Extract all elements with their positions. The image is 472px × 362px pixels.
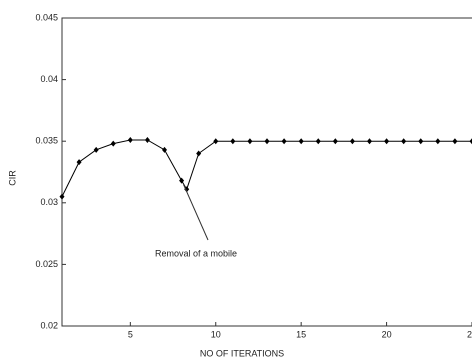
x-tick-label: 15 — [296, 329, 306, 339]
x-tick-label: 10 — [211, 329, 221, 339]
marker — [367, 138, 372, 145]
marker — [247, 138, 253, 145]
annotation-arrow — [183, 184, 209, 241]
marker — [281, 138, 287, 145]
marker — [264, 138, 270, 145]
annotation: Removal of a mobile — [155, 248, 237, 258]
marker — [435, 138, 441, 145]
y-axis-label: CIR — [7, 170, 17, 186]
marker — [59, 193, 65, 200]
marker — [127, 136, 133, 143]
marker — [452, 138, 458, 145]
marker — [230, 138, 236, 145]
marker — [110, 140, 116, 147]
marker — [162, 146, 167, 153]
x-tick-label: 20 — [382, 329, 392, 339]
y-tick-label: 0.04 — [40, 74, 58, 84]
marker — [401, 138, 407, 145]
line — [61, 139, 472, 197]
plot-frame — [61, 17, 472, 327]
marker — [179, 177, 185, 184]
marker — [298, 138, 304, 145]
x-tick-label: 5 — [128, 329, 133, 339]
y-tick-label: 0.02 — [40, 320, 58, 330]
y-tick-label: 0.025 — [35, 259, 58, 269]
y-tick-label: 0.03 — [40, 197, 58, 207]
marker — [418, 138, 424, 145]
marker — [349, 138, 355, 145]
marker — [384, 138, 390, 145]
marker — [196, 150, 202, 157]
y-tick-label: 0.045 — [35, 12, 58, 22]
marker — [76, 159, 82, 166]
marker — [332, 138, 338, 145]
marker — [469, 138, 472, 145]
marker — [93, 146, 99, 153]
marker — [144, 136, 150, 143]
marker — [315, 138, 321, 145]
x-axis-label: NO OF ITERATIONS — [200, 348, 284, 358]
marker — [213, 138, 219, 145]
y-tick-label: 0.035 — [35, 136, 58, 146]
x-tick-label: 25 — [467, 329, 472, 339]
